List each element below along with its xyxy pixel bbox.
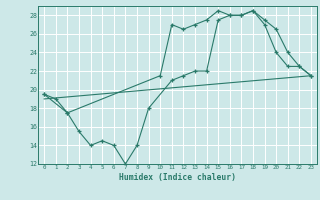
X-axis label: Humidex (Indice chaleur): Humidex (Indice chaleur) [119,173,236,182]
